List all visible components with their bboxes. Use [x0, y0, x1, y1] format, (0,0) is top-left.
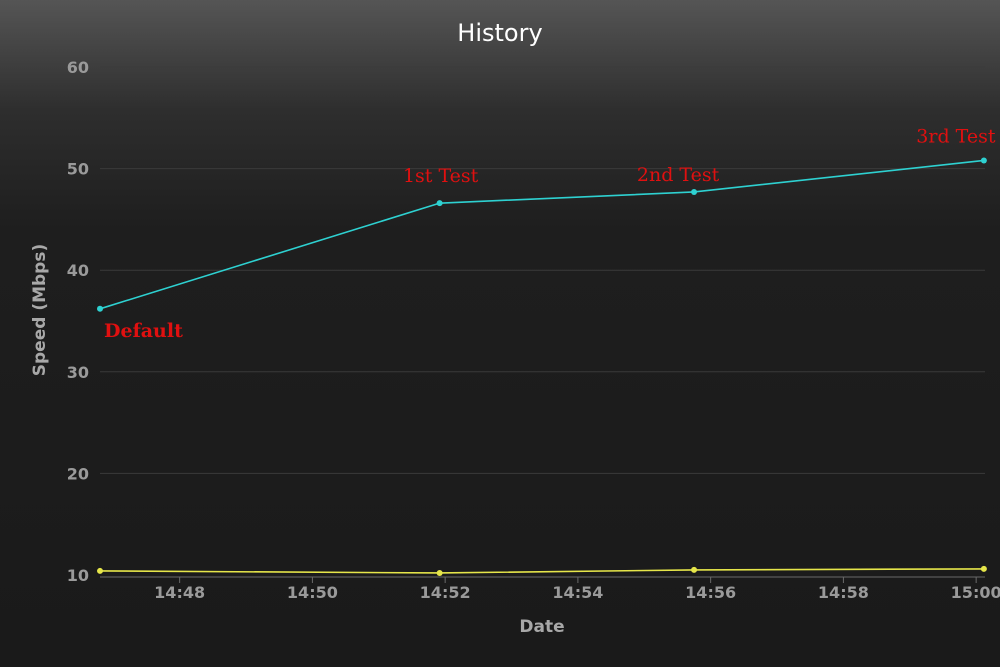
data-point[interactable]	[691, 566, 698, 573]
annotation-label: Default	[104, 320, 183, 342]
annotation-label: 3rd Test	[916, 125, 996, 147]
data-point[interactable]	[436, 200, 443, 207]
series-line-1	[99, 159, 984, 310]
data-point[interactable]	[980, 157, 987, 164]
x-tick-label: 14:58	[818, 583, 869, 602]
data-point[interactable]	[97, 567, 103, 574]
x-tick-label: 14:56	[685, 583, 736, 602]
data-point[interactable]	[436, 569, 443, 576]
y-tick-label: 20	[67, 464, 89, 483]
annotation-label: 1st Test	[403, 165, 479, 187]
x-tick-label: 14:48	[154, 583, 205, 602]
x-tick-label: 14:54	[552, 583, 603, 602]
data-point[interactable]	[691, 188, 698, 195]
y-tick-label: 10	[67, 566, 89, 585]
x-tick-label: 14:50	[287, 583, 338, 602]
x-tick-label: 14:52	[420, 583, 471, 602]
y-tick-label: 40	[67, 261, 89, 280]
y-axis-ticks: 10 20 30 40 50 60	[67, 58, 89, 585]
y-tick-label: 30	[67, 363, 89, 382]
data-point[interactable]	[97, 305, 103, 312]
x-axis-title: Date	[519, 617, 564, 637]
y-tick-label: 60	[67, 58, 89, 77]
series-lines	[97, 157, 987, 576]
annotations: Default 1st Test 2nd Test 3rd Test	[104, 125, 996, 341]
x-tick-label: 15:00	[951, 583, 1000, 602]
annotation-label: 2nd Test	[637, 164, 720, 186]
y-tick-label: 50	[67, 160, 89, 179]
series-line-2	[99, 568, 984, 574]
grid-lines	[100, 66, 985, 474]
data-point[interactable]	[980, 565, 987, 572]
x-axis-ticks: 14:48 14:50 14:52 14:54 14:56 14:58 15:00	[154, 577, 1000, 602]
chart-title: History	[457, 19, 542, 47]
y-axis-title: Speed (Mbps)	[30, 244, 50, 376]
